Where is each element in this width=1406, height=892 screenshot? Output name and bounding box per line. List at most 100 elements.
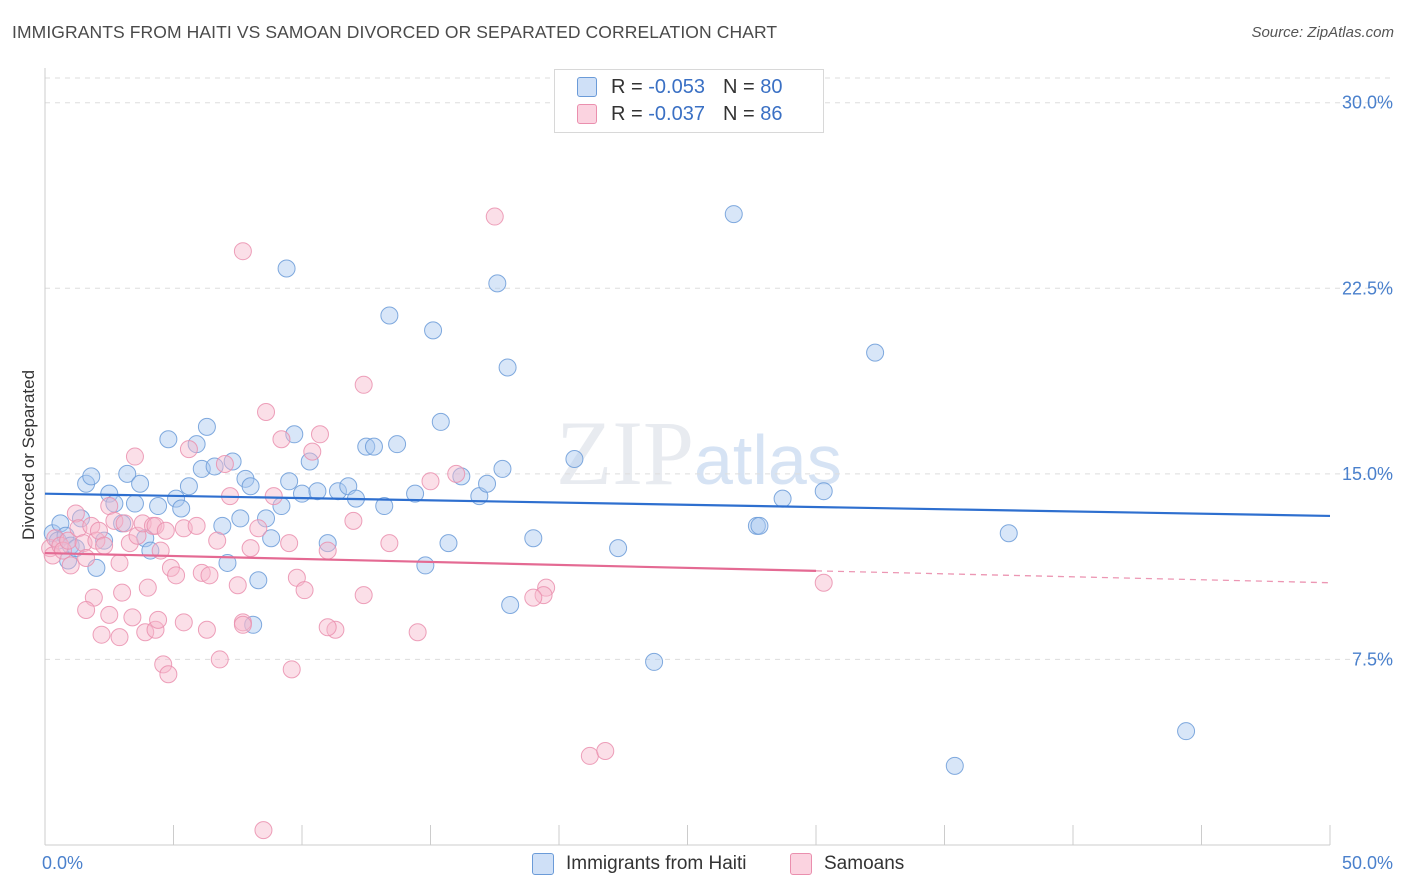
- samoan-point: [77, 548, 96, 567]
- samoan-point: [295, 581, 314, 600]
- samoan-point: [249, 519, 268, 538]
- haiti-point: [118, 464, 137, 483]
- y-axis-label: Divorced or Separated: [19, 370, 38, 540]
- samoan-point: [156, 521, 175, 540]
- samoan-trend-line: [44, 551, 817, 572]
- samoan-point: [344, 511, 363, 530]
- axes: [44, 68, 1331, 846]
- samoan-point: [254, 821, 273, 840]
- samoan-point: [318, 541, 337, 560]
- haiti-point: [364, 437, 383, 456]
- samoan-point: [447, 464, 466, 483]
- y-tick-label: 22.5%: [1342, 278, 1393, 298]
- legend-r-label-samoan: R =: [611, 102, 643, 125]
- haiti-point: [609, 539, 628, 558]
- samoan-point: [138, 578, 157, 597]
- samoan-point: [210, 650, 229, 669]
- haiti-point: [218, 553, 237, 572]
- samoan-point: [159, 665, 178, 684]
- samoan-point: [282, 660, 301, 679]
- haiti-point: [293, 484, 311, 503]
- haiti-point: [773, 489, 792, 508]
- chart-title: IMMIGRANTS FROM HAITI VS SAMOAN DIVORCED…: [12, 22, 778, 42]
- legend-n-label-haiti: N =: [722, 75, 755, 98]
- samoan-point: [136, 623, 155, 642]
- legend-swatch-samoan: [577, 104, 597, 124]
- haiti-point: [244, 615, 263, 634]
- samoan-point: [113, 583, 132, 602]
- data-points: [41, 205, 1196, 840]
- samoan-point: [110, 628, 129, 647]
- samoan-point: [408, 623, 427, 642]
- axis-labels: 7.5% 15.0% 22.5% 30.0% 0.0% 50.0% Divorced or …: [19, 93, 1393, 873]
- samoan-point: [596, 741, 615, 760]
- haiti-point: [318, 534, 337, 553]
- samoan-point: [280, 534, 299, 553]
- haiti-point: [565, 450, 584, 469]
- haiti-point: [750, 516, 769, 535]
- samoan-point: [167, 566, 186, 585]
- haiti-point: [416, 556, 435, 575]
- y-tick-label: 15.0%: [1342, 464, 1393, 484]
- haiti-point: [724, 205, 743, 224]
- haiti-point: [95, 531, 114, 550]
- legend-row-haiti: R = -0.053 N = 80: [577, 74, 782, 100]
- samoan-point: [100, 605, 119, 624]
- legend-r-label-haiti: R =: [611, 75, 643, 98]
- samoan-point: [53, 541, 72, 560]
- y-tick-label: 7.5%: [1352, 649, 1393, 669]
- legend-n-value-samoan: 86: [760, 102, 783, 125]
- samoan-point: [110, 553, 129, 572]
- haiti-point: [452, 467, 471, 486]
- haiti-point: [999, 524, 1018, 543]
- samoan-point: [537, 578, 556, 597]
- haiti-point: [866, 343, 885, 362]
- samoan-point: [354, 375, 373, 394]
- legend-r-value-samoan: -0.037: [648, 102, 705, 125]
- haiti-point: [478, 474, 497, 493]
- samoan-point: [43, 546, 62, 565]
- samoan-point: [354, 586, 373, 605]
- samoan-point: [174, 613, 193, 632]
- samoan-point: [179, 440, 198, 459]
- haiti-point: [262, 529, 281, 548]
- samoan-point: [197, 620, 216, 639]
- haiti-point: [125, 494, 144, 513]
- haiti-point: [439, 534, 458, 553]
- samoan-trend-line-dashed: [815, 570, 1331, 584]
- samoan-point: [310, 425, 329, 444]
- watermark: ZIPatlas: [556, 400, 842, 506]
- haiti-point: [357, 437, 376, 456]
- haiti-point: [131, 474, 150, 493]
- watermark-zip: ZIP: [556, 402, 694, 504]
- x-tick-label: 50.0%: [1342, 853, 1393, 873]
- bottom-legend-label-haiti: Immigrants from Haiti: [566, 853, 747, 874]
- haiti-trend-line: [44, 492, 1331, 518]
- legend-swatch-haiti: [577, 77, 597, 97]
- samoan-point: [241, 539, 260, 558]
- haiti-point: [159, 430, 178, 449]
- samoan-point: [123, 608, 142, 627]
- samoan-point: [92, 625, 111, 644]
- haiti-point: [277, 259, 296, 278]
- haiti-point: [308, 482, 327, 501]
- samoan-point: [154, 655, 173, 674]
- samoan-point: [115, 514, 134, 533]
- legend-row-samoan: R = -0.037 N = 86: [577, 101, 782, 127]
- haiti-point: [280, 472, 299, 491]
- haiti-point: [501, 596, 520, 615]
- samoan-point: [125, 447, 144, 466]
- samoan-point: [120, 534, 139, 553]
- samoan-point: [61, 556, 80, 575]
- haiti-point: [167, 489, 186, 508]
- haiti-point: [241, 477, 260, 496]
- haiti-point: [406, 484, 425, 503]
- haiti-point: [1177, 722, 1196, 741]
- haiti-point: [945, 756, 964, 775]
- samoan-point: [524, 588, 543, 607]
- samoan-point: [215, 454, 234, 473]
- samoan-point: [105, 511, 124, 530]
- samoan-point: [208, 531, 227, 550]
- haiti-point: [424, 321, 443, 340]
- samoan-point: [264, 487, 283, 506]
